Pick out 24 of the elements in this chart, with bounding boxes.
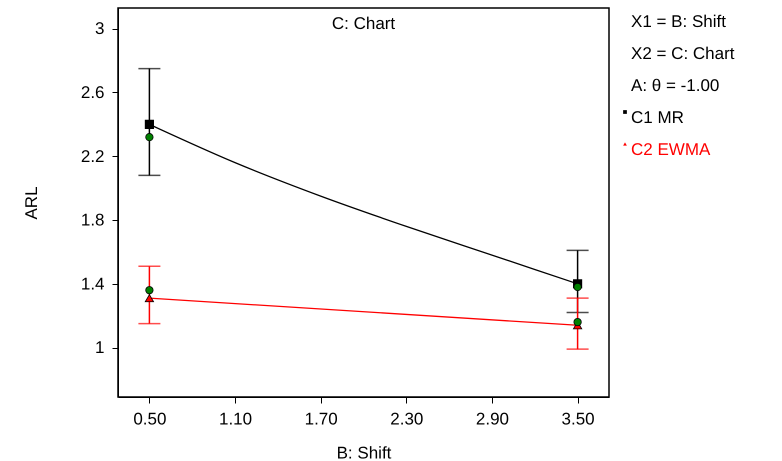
point xyxy=(145,133,154,142)
point xyxy=(573,282,582,292)
x-tick-label: 1.70 xyxy=(304,410,338,428)
x-tick-label: 2.30 xyxy=(390,410,424,428)
text: A: θ = -1.00 xyxy=(631,76,720,95)
x-tick-label: 3.50 xyxy=(562,410,595,428)
text: X2 = C: Chart xyxy=(631,44,735,63)
y-tick-label: 1.8 xyxy=(80,210,104,230)
point xyxy=(145,286,154,294)
y-axis-title: ARL xyxy=(22,186,41,220)
y-tick-label: 2.6 xyxy=(80,82,104,102)
y-tick-label: 1 xyxy=(95,338,104,358)
x-tick-label: 0.50 xyxy=(133,410,166,428)
x-tick-label: 2.90 xyxy=(476,410,510,428)
x-tick-label: 1.10 xyxy=(218,410,252,428)
legend-label: C2 EWMA xyxy=(631,140,711,159)
y-tick-label: 3 xyxy=(95,19,104,38)
point xyxy=(144,120,154,129)
x-axis-title: B: Shift xyxy=(336,444,392,461)
text: X1 = B: Shift xyxy=(631,12,726,31)
y-tick-label: 1.4 xyxy=(80,274,104,294)
legend-label: C1 MR xyxy=(631,108,684,127)
y-tick-label: 2.2 xyxy=(80,146,104,166)
chart-title: C: Chart xyxy=(332,14,396,33)
